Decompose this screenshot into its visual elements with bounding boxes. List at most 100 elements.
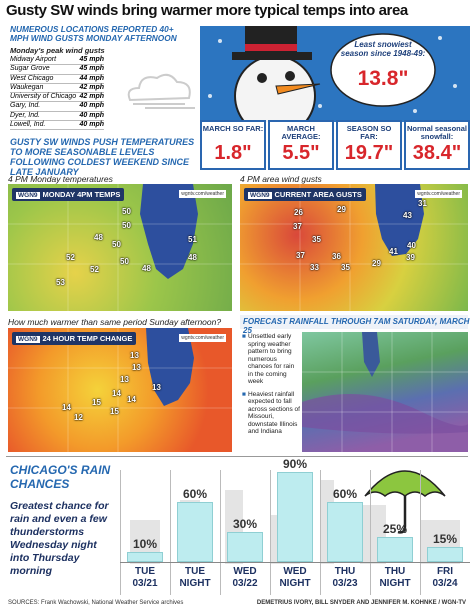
map-value: 50 — [122, 221, 131, 230]
wind-row: Midway Airport 45 mph — [10, 56, 104, 66]
wind-subtitle: Monday's peak wind gusts — [10, 46, 105, 55]
panel-title: 24 HOUR TEMP CHANGE — [42, 334, 133, 343]
category-label: WED 03/22 — [232, 566, 258, 589]
rain-title: CHICAGO'S RAIN CHANCES — [10, 463, 111, 491]
wind-row: West Chicago 44 mph — [10, 75, 104, 84]
gust: 45 mph — [79, 65, 104, 73]
place: Waukegan — [10, 83, 44, 91]
bar — [427, 547, 463, 562]
rainfall-header — [240, 315, 468, 329]
map-value: 48 — [142, 264, 151, 273]
gust: 40 mph — [79, 102, 104, 110]
snow-box: SEASON SO FAR: 19.7" — [336, 120, 402, 170]
map-value: 37 — [296, 251, 305, 260]
gust: 44 mph — [79, 74, 104, 82]
bullet-text: Unsettled early spring weather pattern t… — [247, 333, 295, 385]
column-line — [170, 470, 171, 595]
map-value: 35 — [312, 235, 321, 244]
category-label: FRI 03/24 — [432, 566, 458, 589]
logo: WGN9 — [16, 336, 40, 343]
map-value: 15 — [110, 407, 119, 416]
lake — [8, 184, 232, 311]
category-label: THU 03/23 — [332, 566, 358, 589]
snow-box-label: SEASON SO FAR: — [346, 124, 392, 141]
snow-box-value: 1.8" — [214, 142, 252, 164]
site: wgntv.com/weather — [179, 334, 226, 342]
map-value: 35 — [341, 263, 350, 272]
panel-title: CURRENT AREA GUSTS — [274, 190, 362, 199]
map: WGN9 24 HOUR TEMP CHANGE wgntv.com/weather… — [8, 328, 232, 452]
snow-box-value: 19.7" — [344, 142, 394, 164]
map-value: 13 — [130, 351, 139, 360]
category-label: TUE NIGHT — [179, 566, 211, 589]
lake — [8, 328, 232, 452]
bar — [177, 502, 213, 562]
cloud-icon — [127, 73, 195, 109]
bar — [277, 472, 313, 562]
gust: 42 mph — [79, 93, 104, 101]
map-value: 52 — [90, 265, 99, 274]
column-line — [220, 470, 221, 595]
value-label: 30% — [232, 517, 258, 531]
gust: 42 mph — [79, 83, 104, 91]
map-value: 40 — [407, 241, 416, 250]
category-label: WED NIGHT — [279, 566, 311, 589]
snow-callout: Least snowiest season since 1948-49: — [340, 40, 426, 58]
snow-box-label: Normal seasonal snowfall: — [406, 124, 468, 141]
map-value: 50 — [120, 257, 129, 266]
place: West Chicago — [10, 74, 54, 82]
bar — [127, 552, 163, 562]
map-value: 13 — [152, 383, 161, 392]
place: Lowell, Ind. — [10, 121, 46, 129]
value-label: 90% — [282, 457, 308, 471]
gust: 45 mph — [79, 56, 104, 63]
bullet: ■ Heaviest rainfall expected to fall acro… — [242, 391, 300, 436]
map-caption: 4 PM area wind gusts — [240, 174, 322, 184]
map-value: 14 — [62, 403, 71, 412]
bar — [377, 537, 413, 562]
bar — [227, 532, 263, 562]
map-value: 26 — [294, 208, 303, 217]
map-panel: WGN9 MONDAY 4PM TEMPS — [12, 188, 125, 201]
map-value: 36 — [332, 252, 341, 261]
map-value: 50 — [122, 207, 131, 216]
snowman-art — [200, 26, 470, 122]
value-label: 10% — [132, 537, 158, 551]
map-value: 51 — [188, 235, 197, 244]
place: Midway Airport — [10, 56, 57, 63]
map-value: 48 — [94, 233, 103, 242]
map-value: 50 — [112, 240, 121, 249]
baseline — [120, 562, 470, 563]
column-line — [270, 470, 271, 595]
place: University of Chicago — [10, 93, 77, 101]
value-label: 15% — [432, 532, 458, 546]
snow-box: MARCH AVERAGE: 5.5" — [268, 120, 334, 170]
snow-box-value: 5.5" — [282, 142, 320, 164]
logo: WGN9 — [16, 192, 40, 199]
map: WGN9 MONDAY 4PM TEMPS wgntv.com/weather 50 5… — [8, 184, 232, 311]
bullet: ■ Unsettled early spring weather pattern … — [242, 333, 300, 386]
gust: 40 mph — [79, 121, 104, 129]
panel-title: MONDAY 4PM TEMPS — [42, 190, 121, 199]
wind-row: Waukegan 42 mph — [10, 83, 104, 94]
column-line — [320, 470, 321, 595]
map-value: 29 — [372, 259, 381, 268]
divider — [6, 456, 468, 457]
category-label: TUE 03/21 — [132, 566, 158, 589]
map-value: 41 — [389, 247, 398, 256]
map-panel: WGN9 CURRENT AREA GUSTS — [244, 188, 366, 201]
map-caption: How much warmer than same period Sunday … — [8, 317, 222, 327]
map-value: 13 — [120, 375, 129, 384]
wind-headline: NUMEROUS LOCATIONS REPORTED 40+ MPH WIND… — [10, 24, 177, 43]
map-value: 37 — [293, 222, 302, 231]
map-value: 52 — [66, 253, 75, 262]
map-caption: 4 PM Monday temperatures — [8, 174, 113, 184]
snow-box-value: 38.4" — [412, 142, 462, 164]
map-value: 48 — [188, 253, 197, 262]
map-value: 43 — [403, 211, 412, 220]
map-value: 29 — [337, 205, 346, 214]
wind-table: Midway Airport 45 mph Sugar Grove 45 mph Wes… — [10, 56, 104, 131]
place: Gary, Ind. — [10, 102, 41, 110]
snow-box: MARCH SO FAR: 1.8" — [200, 120, 266, 170]
